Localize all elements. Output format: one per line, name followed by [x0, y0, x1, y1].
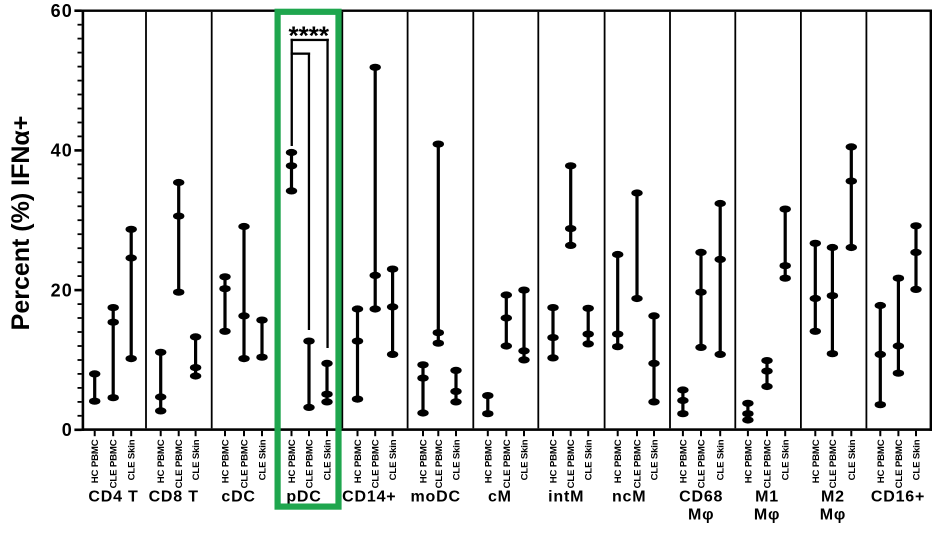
- svg-text:60: 60: [51, 1, 73, 21]
- svg-text:CLE PBMC: CLE PBMC: [633, 439, 644, 488]
- svg-text:CLE PBMC: CLE PBMC: [174, 439, 185, 488]
- svg-text:CLE Skin: CLE Skin: [847, 439, 858, 480]
- svg-text:CLE Skin: CLE Skin: [323, 439, 334, 480]
- svg-text:HC PBMC: HC PBMC: [678, 439, 689, 483]
- svg-text:CLE Skin: CLE Skin: [650, 439, 661, 480]
- svg-text:HC PBMC: HC PBMC: [90, 439, 101, 483]
- svg-text:pDC: pDC: [286, 489, 321, 506]
- svg-text:CD8 T: CD8 T: [149, 489, 199, 506]
- svg-text:CLE Skin: CLE Skin: [912, 439, 923, 480]
- svg-text:intM: intM: [548, 489, 584, 506]
- svg-text:M2: M2: [821, 489, 845, 506]
- svg-text:Mφ: Mφ: [688, 507, 714, 524]
- svg-text:HC PBMC: HC PBMC: [549, 439, 560, 483]
- svg-text:CLE Skin: CLE Skin: [191, 439, 202, 480]
- svg-text:0: 0: [62, 420, 73, 440]
- svg-text:HC PBMC: HC PBMC: [287, 439, 298, 483]
- svg-text:CLE PBMC: CLE PBMC: [763, 439, 774, 488]
- svg-text:CLE PBMC: CLE PBMC: [697, 439, 708, 488]
- svg-text:CLE Skin: CLE Skin: [584, 439, 595, 480]
- svg-text:cM: cM: [488, 489, 512, 506]
- svg-text:M1: M1: [755, 489, 779, 506]
- svg-text:CLE PBMC: CLE PBMC: [371, 439, 382, 488]
- svg-text:Mφ: Mφ: [820, 507, 846, 524]
- svg-text:CLE Skin: CLE Skin: [781, 439, 792, 480]
- svg-text:CLE PBMC: CLE PBMC: [894, 439, 905, 488]
- svg-text:CD14+: CD14+: [342, 489, 396, 506]
- svg-text:CLE PBMC: CLE PBMC: [434, 439, 445, 488]
- svg-text:40: 40: [51, 141, 73, 161]
- svg-text:CLE Skin: CLE Skin: [716, 439, 727, 480]
- svg-text:HC PBMC: HC PBMC: [811, 439, 822, 483]
- svg-text:CLE PBMC: CLE PBMC: [566, 439, 577, 488]
- svg-text:HC PBMC: HC PBMC: [613, 439, 624, 483]
- svg-text:CLE PBMC: CLE PBMC: [828, 439, 839, 488]
- svg-text:CLE PBMC: CLE PBMC: [240, 439, 251, 488]
- svg-text:CD4 T: CD4 T: [88, 489, 138, 506]
- svg-text:Mφ: Mφ: [754, 507, 780, 524]
- svg-text:CD68: CD68: [679, 489, 723, 506]
- svg-text:CLE Skin: CLE Skin: [258, 439, 269, 480]
- svg-text:CLE PBMC: CLE PBMC: [109, 439, 120, 488]
- svg-text:HC PBMC: HC PBMC: [419, 439, 430, 483]
- svg-text:HC PBMC: HC PBMC: [156, 439, 167, 483]
- svg-text:HC PBMC: HC PBMC: [483, 439, 494, 483]
- svg-text:CLE PBMC: CLE PBMC: [502, 439, 513, 488]
- svg-text:CLE Skin: CLE Skin: [388, 439, 399, 480]
- svg-text:20: 20: [51, 280, 73, 300]
- svg-text:HC PBMC: HC PBMC: [876, 439, 887, 483]
- svg-text:HC PBMC: HC PBMC: [353, 439, 364, 483]
- svg-text:****: ****: [289, 20, 330, 50]
- svg-text:HC PBMC: HC PBMC: [743, 439, 754, 483]
- svg-text:CLE Skin: CLE Skin: [452, 439, 463, 480]
- svg-text:CLE Skin: CLE Skin: [520, 439, 531, 480]
- svg-text:moDC: moDC: [411, 489, 461, 506]
- svg-text:HC PBMC: HC PBMC: [221, 439, 232, 483]
- svg-text:CLE Skin: CLE Skin: [127, 439, 138, 480]
- svg-text:cDC: cDC: [221, 489, 255, 506]
- svg-text:ncM: ncM: [612, 489, 646, 506]
- svg-text:CD16+: CD16+: [871, 489, 925, 506]
- svg-text:CLE PBMC: CLE PBMC: [305, 439, 316, 488]
- svg-text:Percent (%) IFNα+: Percent (%) IFNα+: [7, 116, 35, 331]
